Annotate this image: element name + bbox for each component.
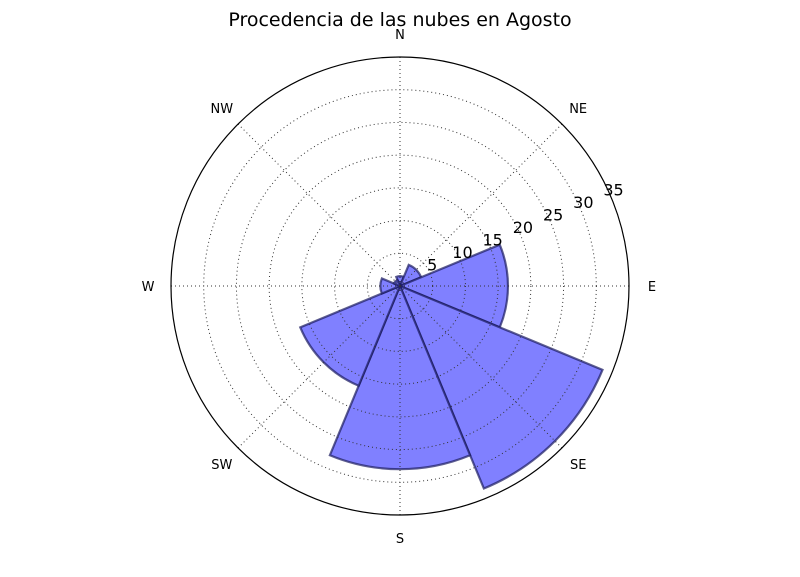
bar-e	[397, 243, 510, 329]
direction-label-n: N	[395, 28, 405, 43]
direction-label-e: E	[648, 280, 656, 295]
radial-tick-label-30: 30	[573, 193, 593, 212]
grid-circle-25	[235, 121, 565, 451]
bar-se	[397, 283, 604, 490]
radial-tick-label-20: 20	[513, 218, 533, 237]
chart-title: Procedencia de las nubes en Agosto	[228, 9, 572, 31]
bar-s	[328, 283, 472, 471]
radial-tick-label-25: 25	[543, 205, 563, 224]
direction-label-se: SE	[570, 458, 586, 473]
grid-circle-20	[268, 154, 532, 418]
grid-spoke-nw	[237, 123, 401, 287]
radial-tick-label-10: 10	[452, 243, 472, 262]
grid-circle-10	[334, 220, 466, 352]
bar-sw	[298, 283, 403, 388]
direction-label-sw: SW	[211, 458, 232, 473]
grid-circle-15	[301, 187, 499, 385]
direction-label-w: W	[142, 280, 155, 295]
radial-tick-label-15: 15	[482, 230, 502, 249]
radial-tick-label-35: 35	[603, 180, 623, 199]
direction-label-ne: NE	[569, 102, 587, 117]
radial-tick-label-5: 5	[427, 255, 437, 274]
direction-label-s: S	[396, 532, 404, 547]
polar-frame	[170, 56, 630, 516]
bar-w	[379, 277, 403, 295]
direction-label-nw: NW	[211, 102, 234, 117]
